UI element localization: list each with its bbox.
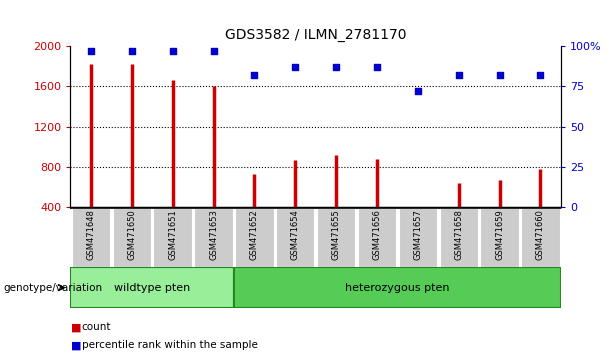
- FancyBboxPatch shape: [317, 208, 356, 267]
- FancyBboxPatch shape: [235, 208, 273, 267]
- Point: [454, 72, 463, 78]
- Text: GSM471653: GSM471653: [209, 209, 218, 260]
- Point: [372, 64, 382, 70]
- FancyBboxPatch shape: [276, 208, 314, 267]
- Point: [127, 48, 137, 54]
- FancyBboxPatch shape: [234, 267, 561, 308]
- FancyBboxPatch shape: [70, 267, 234, 308]
- Text: GSM471648: GSM471648: [86, 209, 96, 260]
- Point: [249, 72, 259, 78]
- Text: GSM471652: GSM471652: [250, 209, 259, 259]
- FancyBboxPatch shape: [358, 208, 396, 267]
- Point: [495, 72, 504, 78]
- Text: GSM471655: GSM471655: [332, 209, 341, 259]
- Text: count: count: [82, 322, 111, 332]
- Point: [536, 72, 546, 78]
- Text: ■: ■: [70, 340, 81, 350]
- Point: [208, 48, 218, 54]
- Text: genotype/variation: genotype/variation: [3, 282, 102, 293]
- Text: wildtype pten: wildtype pten: [114, 282, 191, 293]
- Point: [291, 64, 300, 70]
- Text: GSM471660: GSM471660: [536, 209, 545, 260]
- Text: GSM471657: GSM471657: [413, 209, 422, 260]
- FancyBboxPatch shape: [194, 208, 233, 267]
- Text: ■: ■: [70, 322, 81, 332]
- Text: GSM471650: GSM471650: [128, 209, 136, 259]
- Title: GDS3582 / ILMN_2781170: GDS3582 / ILMN_2781170: [225, 28, 406, 42]
- Point: [331, 64, 341, 70]
- FancyBboxPatch shape: [113, 208, 151, 267]
- FancyBboxPatch shape: [72, 208, 110, 267]
- FancyBboxPatch shape: [521, 208, 560, 267]
- Point: [86, 48, 96, 54]
- Point: [413, 88, 423, 94]
- Point: [168, 48, 178, 54]
- FancyBboxPatch shape: [153, 208, 192, 267]
- FancyBboxPatch shape: [398, 208, 437, 267]
- Text: GSM471654: GSM471654: [291, 209, 300, 259]
- Text: GSM471659: GSM471659: [495, 209, 504, 259]
- FancyBboxPatch shape: [70, 267, 561, 308]
- FancyBboxPatch shape: [481, 208, 519, 267]
- Text: heterozygous pten: heterozygous pten: [345, 282, 450, 293]
- FancyBboxPatch shape: [440, 208, 478, 267]
- Text: percentile rank within the sample: percentile rank within the sample: [82, 340, 257, 350]
- Text: GSM471658: GSM471658: [454, 209, 463, 260]
- Text: GSM471651: GSM471651: [168, 209, 177, 259]
- Text: GSM471656: GSM471656: [373, 209, 381, 260]
